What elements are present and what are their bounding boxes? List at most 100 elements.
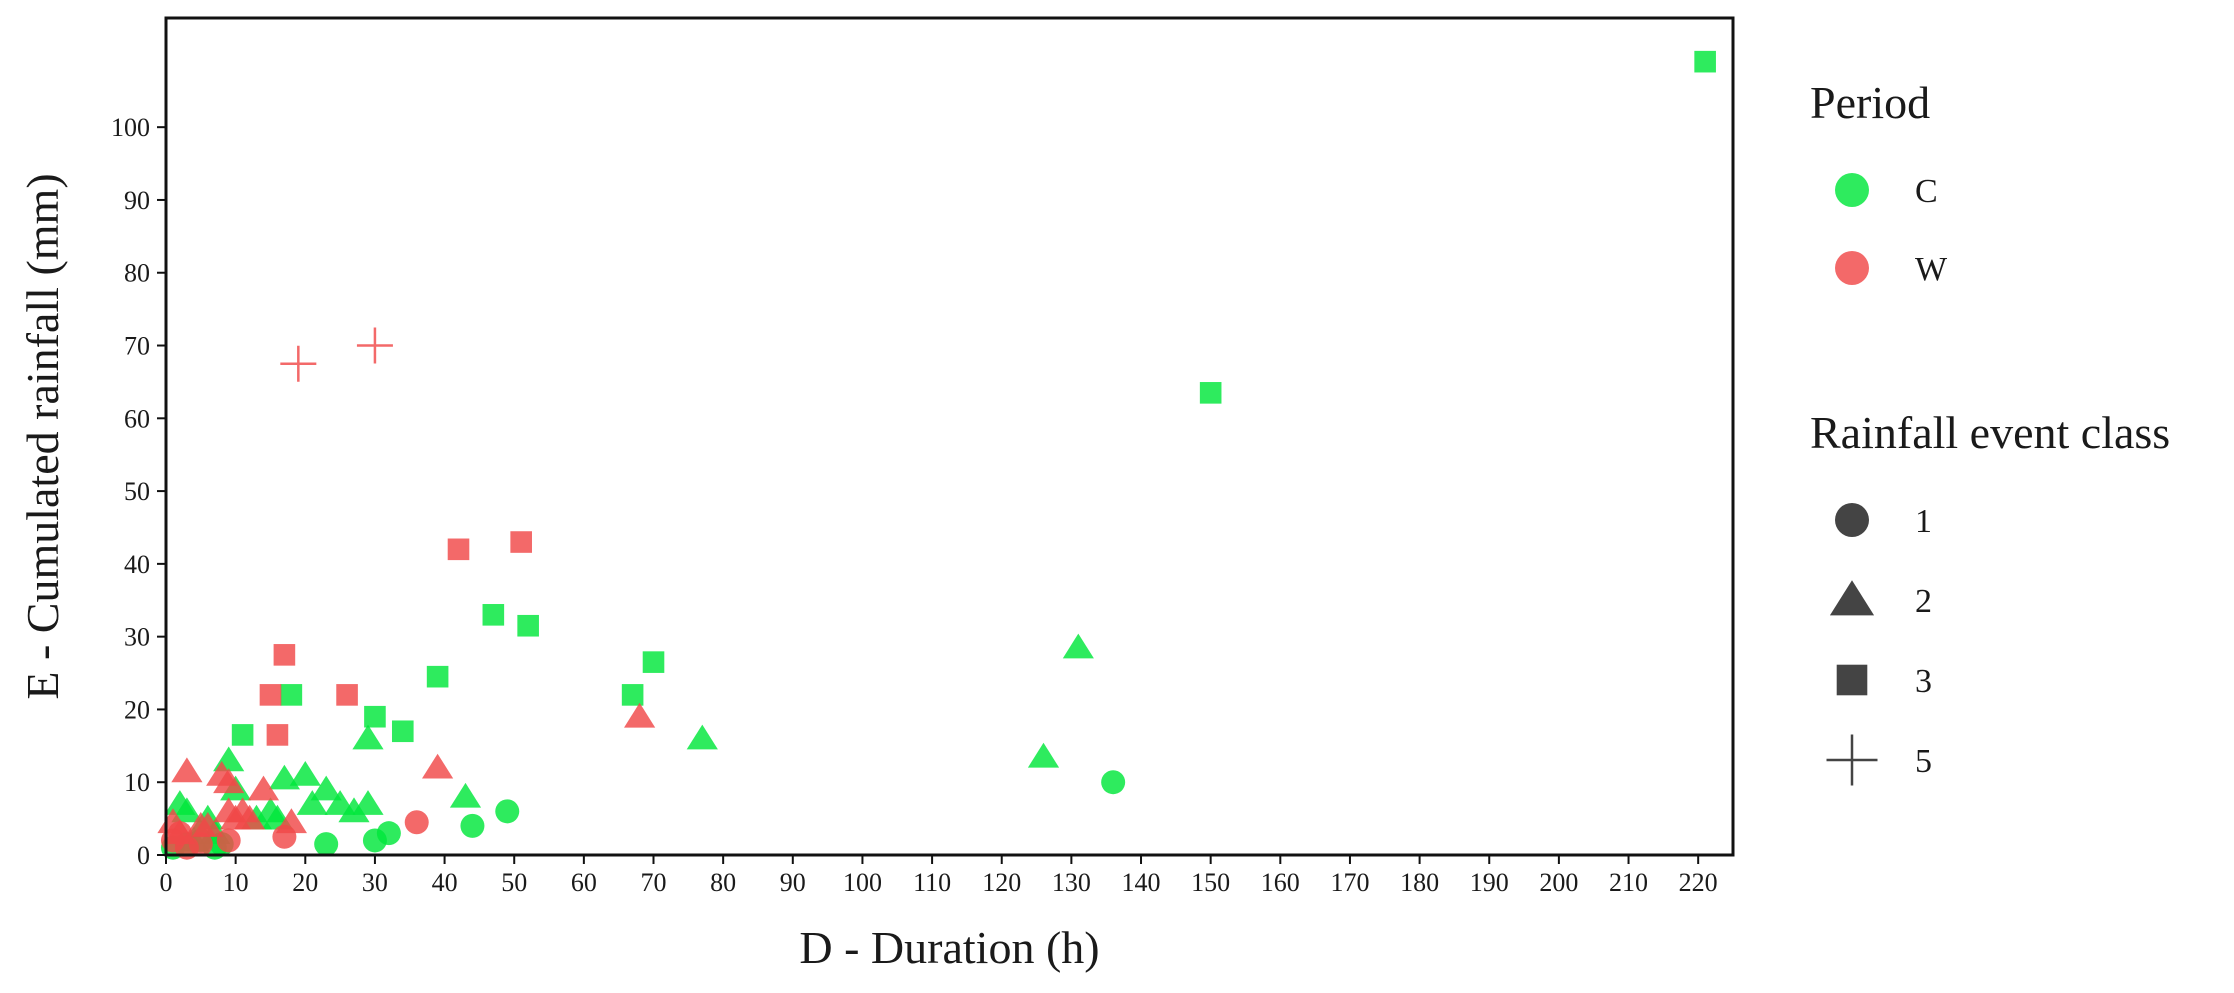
x-tick-label: 70	[641, 868, 667, 897]
legend-class-2-triangle-icon	[1829, 580, 1875, 616]
y-tick-label: 40	[124, 550, 150, 579]
x-tick-label: 40	[432, 868, 458, 897]
data-point-C-class-3-square	[482, 604, 505, 626]
legend-class-3-square-icon	[1836, 664, 1868, 696]
legend-period-C-swatch	[1835, 173, 1869, 207]
data-point-W-class-1-circle	[188, 832, 213, 857]
y-tick-label: 60	[124, 404, 150, 433]
x-tick-label: 220	[1679, 868, 1718, 897]
legend-class-1-label: 1	[1915, 503, 1932, 540]
data-point-C-class-3-square	[364, 705, 386, 728]
data-point-C-class-1-circle	[460, 813, 485, 838]
legend-class-5-plus-icon	[1826, 734, 1878, 786]
data-point-C-class-3-square	[642, 651, 665, 673]
data-point-C-class-2-triangle	[310, 775, 342, 801]
y-tick-label: 10	[124, 768, 150, 797]
x-tick-label: 180	[1400, 868, 1439, 897]
data-point-C-class-2-triangle	[352, 790, 384, 815]
x-tick-label: 200	[1539, 868, 1578, 897]
data-point-C-class-1-circle	[376, 821, 401, 846]
data-point-W-class-2-triangle	[275, 808, 307, 834]
data-marks	[157, 50, 1716, 860]
x-tick-label: 190	[1470, 868, 1509, 897]
data-point-W-class-2-triangle	[171, 757, 203, 783]
y-tick-label: 30	[124, 623, 150, 652]
y-tick-label: 80	[124, 259, 150, 288]
data-point-C-class-1-circle	[495, 799, 520, 824]
x-tick-label: 170	[1330, 868, 1369, 897]
data-point-C-class-2-triangle	[289, 761, 321, 786]
plot-frame	[164, 16, 1735, 857]
legend: Period C W Rainfall event class 1 2 3 5	[1810, 77, 2170, 786]
data-point-W-class-3-square	[510, 531, 532, 553]
data-point-C-class-2-triangle	[449, 782, 482, 808]
data-point-W-class-2-triangle	[234, 804, 266, 830]
data-point-C-class-3-square	[391, 720, 414, 743]
data-point-W-class-3-square	[447, 538, 470, 561]
data-point-W-class-2-triangle	[624, 702, 656, 728]
y-tick-label: 90	[124, 186, 150, 215]
x-tick-label: 60	[571, 868, 597, 897]
x-axis-title: D - Duration (h)	[799, 922, 1099, 973]
data-point-W-class-1-circle	[404, 810, 429, 835]
data-point-W-class-2-triangle	[213, 768, 245, 794]
x-tick-label: 50	[501, 868, 527, 897]
data-point-C-class-2-triangle	[686, 724, 718, 750]
data-point-C-class-2-triangle	[338, 797, 370, 823]
x-tick-label: 80	[710, 868, 736, 897]
y-axis: 0 10 20 30 40 50 60 70 80 90 100	[111, 113, 166, 870]
y-tick-label: 100	[111, 113, 150, 142]
data-point-C-class-3-square	[280, 684, 303, 706]
legend-period-W-swatch	[1835, 251, 1869, 285]
x-tick-label: 20	[292, 868, 318, 897]
x-tick-label: 150	[1191, 868, 1230, 897]
x-tick-label: 90	[780, 868, 806, 897]
data-point-C-class-3-square	[517, 614, 539, 637]
y-tick-label: 70	[124, 332, 150, 361]
data-point-C-class-3-square	[426, 665, 449, 688]
legend-class-1-circle-icon	[1835, 503, 1869, 537]
data-point-C-class-1-circle	[314, 832, 339, 857]
data-point-W-class-3-square	[336, 684, 358, 706]
y-axis-title: E - Cumulated rainfall (mm)	[17, 173, 68, 699]
legend-class-title: Rainfall event class	[1810, 407, 2170, 458]
data-point-W-class-3-square	[266, 724, 289, 746]
data-point-C-class-2-triangle	[1027, 742, 1060, 768]
data-point-W-class-3-square	[273, 644, 296, 666]
data-point-C-class-2-triangle	[171, 797, 203, 823]
data-point-W-class-5-plus	[356, 327, 393, 364]
x-tick-label: 210	[1609, 868, 1648, 897]
x-tick-label: 10	[223, 868, 249, 897]
data-point-C-class-2-triangle	[1062, 633, 1094, 659]
legend-class-5-label: 5	[1915, 743, 1932, 780]
legend-period-title: Period	[1810, 77, 1930, 128]
x-tick-label: 110	[913, 868, 951, 897]
legend-period-W-label: W	[1915, 251, 1948, 288]
data-point-C-class-3-square	[231, 724, 254, 746]
data-point-C-class-2-triangle	[296, 790, 328, 815]
x-tick-label: 160	[1261, 868, 1300, 897]
legend-class-3-label: 3	[1915, 663, 1932, 700]
x-tick-label: 100	[843, 868, 882, 897]
y-tick-label: 20	[124, 695, 150, 724]
legend-class-2-label: 2	[1915, 583, 1932, 620]
x-tick-label: 30	[362, 868, 388, 897]
data-point-C-class-1-circle	[1101, 770, 1126, 795]
data-point-W-class-2-triangle	[422, 753, 454, 779]
data-point-C-class-3-square	[1694, 50, 1716, 73]
data-point-W-class-2-triangle	[164, 819, 196, 844]
x-tick-label: 0	[160, 868, 173, 897]
y-tick-label: 50	[124, 477, 150, 506]
x-axis: 0 10 20 30 40 50 60 70 80 90 100 110 120 130 140 150 160…	[160, 855, 1718, 897]
x-tick-label: 140	[1122, 868, 1161, 897]
data-point-W-class-5-plus	[280, 345, 317, 382]
data-point-C-class-3-square	[621, 684, 644, 706]
data-point-W-class-1-circle	[216, 828, 241, 853]
legend-period-C-label: C	[1915, 173, 1938, 210]
data-point-C-class-2-triangle	[352, 724, 384, 750]
y-tick-label: 0	[137, 841, 150, 870]
x-tick-label: 120	[982, 868, 1021, 897]
data-point-C-class-3-square	[1199, 382, 1222, 404]
